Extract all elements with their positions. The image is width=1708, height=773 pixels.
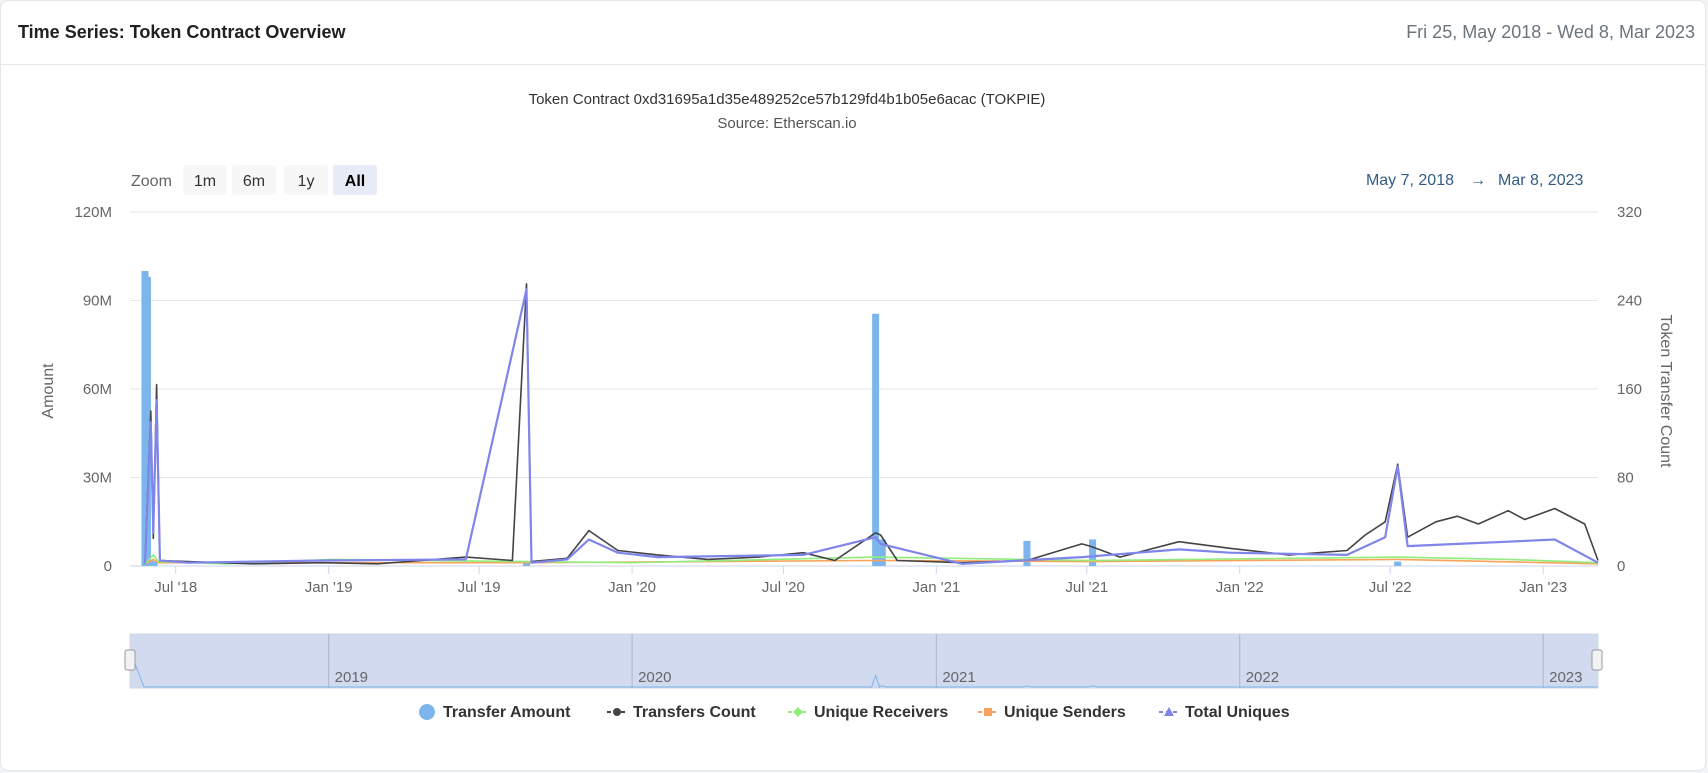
zoom-button-label[interactable]: All xyxy=(345,173,365,190)
zoom-button-bg[interactable] xyxy=(183,165,227,195)
zoom-button-bg[interactable] xyxy=(232,165,276,195)
zoom-button-1y[interactable]: 1y xyxy=(284,165,328,195)
range-from: May 7, 2018 xyxy=(1366,172,1454,189)
bar-transfer-amount xyxy=(1023,540,1031,566)
x-tick-label: Jul '22 xyxy=(1369,579,1412,596)
legend-label: Unique Senders xyxy=(1004,704,1126,721)
y-tick-label-right: 240 xyxy=(1617,293,1642,310)
y-tick-label-left: 0 xyxy=(104,558,112,575)
zoom-button-1m[interactable]: 1m xyxy=(183,165,227,195)
x-tick-label: Jan '21 xyxy=(912,579,960,596)
navigator-handle-left[interactable] xyxy=(124,649,136,671)
grid xyxy=(130,211,1598,567)
bar-transfer-amount xyxy=(872,313,880,566)
legend-label: Transfer Amount xyxy=(443,704,571,721)
range-to: Mar 8, 2023 xyxy=(1498,172,1583,189)
navigator-year-label: 2021 xyxy=(942,669,975,686)
x-tick-label: Jan '20 xyxy=(608,579,656,596)
y-axis-right-label: Token Transfer Count xyxy=(1657,315,1674,469)
zoom-button-label[interactable]: 1y xyxy=(298,173,315,190)
line-series xyxy=(143,283,1599,565)
navigator-years: 2019 2020 2021 2022 2023 xyxy=(328,634,1583,688)
y-tick-label-left: 30M xyxy=(83,470,112,487)
navigator-mask[interactable] xyxy=(129,633,1599,689)
legend-label: Unique Receivers xyxy=(814,704,948,721)
bar-transfer-amount xyxy=(150,561,158,566)
line-transfers-count xyxy=(144,283,1599,565)
card-header: Time Series: Token Contract Overview Fri… xyxy=(1,1,1705,65)
legend-marker-circle xyxy=(613,708,621,716)
x-tick-label: Jan '19 xyxy=(305,579,353,596)
y-tick-label-right: 0 xyxy=(1617,558,1625,575)
bar-series-transfer-amount xyxy=(141,271,1402,566)
zoom-button-bg[interactable] xyxy=(284,165,328,195)
bar-transfer-amount xyxy=(146,560,154,566)
legend-label: Transfers Count xyxy=(633,704,756,721)
card-title: Time Series: Token Contract Overview xyxy=(18,22,346,42)
x-tick-label: Jan '23 xyxy=(1519,579,1567,596)
legend-item-transfers-count[interactable]: Transfers Count xyxy=(607,704,756,721)
x-tick-label: Jan '22 xyxy=(1216,579,1264,596)
line-unique-receivers xyxy=(144,554,1599,565)
bar-transfer-amount xyxy=(523,561,531,566)
zoom-button-label[interactable]: 6m xyxy=(243,173,265,190)
x-tick-label: Jul '20 xyxy=(762,579,805,596)
navigator-year-label: 2023 xyxy=(1549,669,1582,686)
x-axis: Jul '18 Jan '19 Jul '19 Jan '20 Jul '20 Jan '… xyxy=(154,566,1567,596)
zoom-label: Zoom xyxy=(131,173,172,190)
zoom-button-bg[interactable] xyxy=(333,165,377,195)
y-tick-label-right: 80 xyxy=(1617,470,1634,487)
y-tick-label-right: 160 xyxy=(1617,381,1642,398)
legend: Transfer Amount Transfers Count Unique Rec… xyxy=(419,704,1290,721)
navigator-handle-right[interactable] xyxy=(1591,649,1603,671)
range-selector: Zoom 1m 6m 1y All May 7, 2018 → Mar 8, 2023 xyxy=(131,165,1583,195)
legend-marker-square xyxy=(984,708,992,716)
navigator-year-label: 2022 xyxy=(1246,669,1279,686)
navigator-year-label: 2019 xyxy=(335,669,368,686)
range-arrow: → xyxy=(1470,172,1486,189)
legend-label: Total Uniques xyxy=(1185,704,1290,721)
bar-transfer-amount xyxy=(1089,539,1097,566)
chart-title: Token Contract 0xd31695a1d35e489252ce57b… xyxy=(529,91,1046,108)
chart-subtitle: Source: Etherscan.io xyxy=(717,115,856,132)
bar-transfer-amount xyxy=(1394,561,1402,566)
y-tick-label-left: 60M xyxy=(83,381,112,398)
legend-item-total-uniques[interactable]: Total Uniques xyxy=(1159,704,1290,721)
y-tick-label-right: 320 xyxy=(1617,204,1642,221)
bar-transfer-amount xyxy=(878,539,886,566)
legend-item-transfer-amount[interactable]: Transfer Amount xyxy=(419,704,571,721)
x-tick-label: Jul '19 xyxy=(458,579,501,596)
navigator-series xyxy=(129,650,1598,688)
legend-symbol-circle xyxy=(419,704,435,720)
y-axis-left: 0 30M 60M 90M 120M xyxy=(74,204,112,575)
y-axis-left-label: Amount xyxy=(40,363,57,419)
y-tick-label-left: 90M xyxy=(83,293,112,310)
zoom-button-6m[interactable]: 6m xyxy=(232,165,276,195)
line-total-uniques xyxy=(143,288,1599,565)
zoom-buttons: 1m 6m 1y All xyxy=(183,165,377,195)
bar-transfer-amount xyxy=(143,276,151,566)
date-range-label: Fri 25, May 2018 - Wed 8, Mar 2023 xyxy=(1406,22,1695,42)
legend-marker-diamond xyxy=(793,707,803,717)
x-tick-label: Jul '21 xyxy=(1065,579,1108,596)
y-axis-right: 0 80 160 240 320 xyxy=(1617,204,1642,575)
zoom-button-all[interactable]: All xyxy=(333,165,377,195)
legend-item-unique-receivers[interactable]: Unique Receivers xyxy=(788,704,948,721)
legend-item-unique-senders[interactable]: Unique Senders xyxy=(978,704,1126,721)
y-tick-label-left: 120M xyxy=(74,204,112,221)
x-tick-label: Jul '18 xyxy=(154,579,197,596)
navigator[interactable]: 2019 2020 2021 2022 2023 xyxy=(124,633,1603,689)
zoom-button-label[interactable]: 1m xyxy=(194,173,216,190)
navigator-year-label: 2020 xyxy=(638,669,671,686)
legend-marker-triangle xyxy=(1164,707,1174,716)
